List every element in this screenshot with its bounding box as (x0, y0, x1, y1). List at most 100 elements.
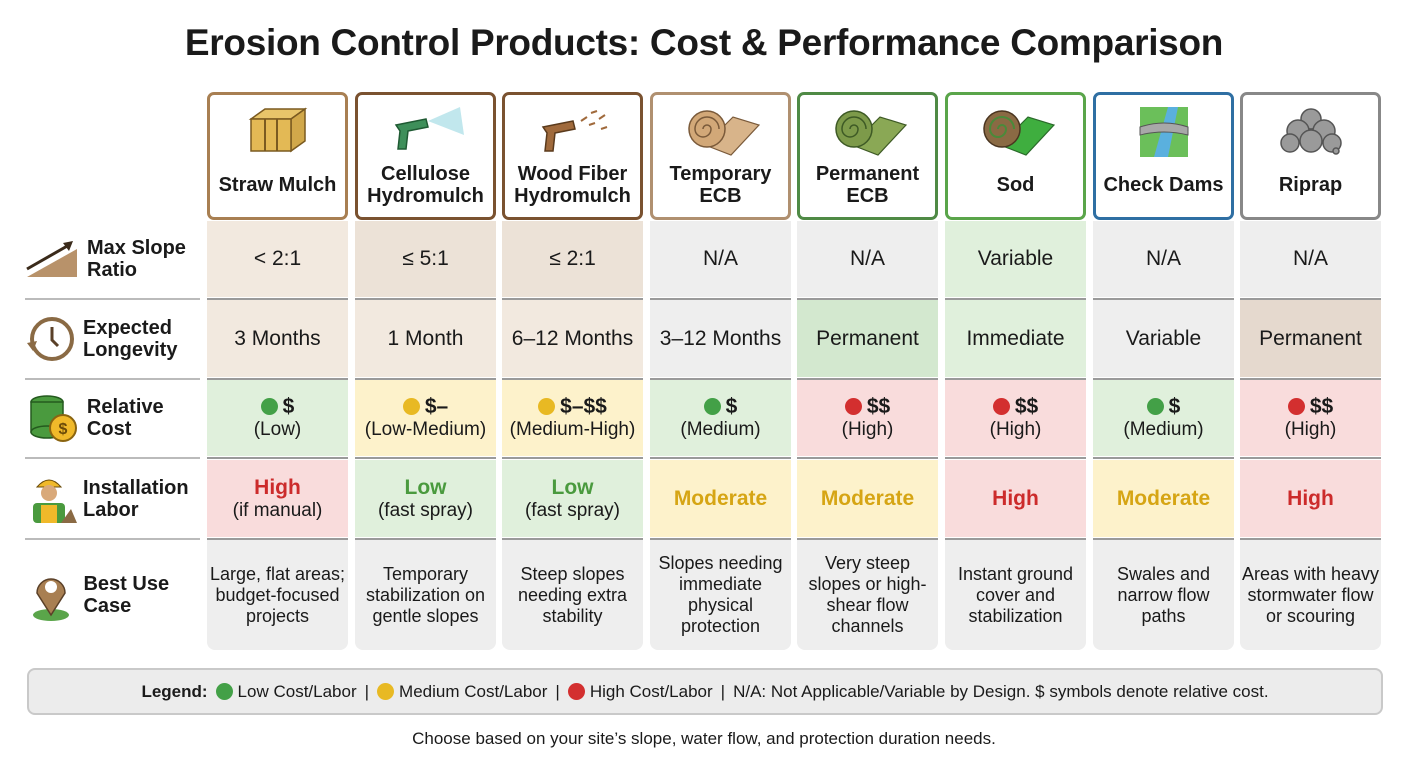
longevity-value: 3–12 Months (659, 326, 782, 350)
labor-value: Moderate (1116, 486, 1211, 510)
table-cell: Steep slopes needing extra stability (502, 540, 643, 650)
legend-title: Legend: (141, 681, 208, 701)
table-cell: N/A (1240, 221, 1381, 297)
blanket-roll-icon (653, 105, 788, 157)
table-cell: Immediate (945, 300, 1086, 377)
product-header-7: Check Dams (1093, 92, 1234, 220)
row-divider (1093, 538, 1234, 540)
product-header-8: Riprap (1240, 92, 1381, 220)
table-cell: Swales and narrow flow paths (1093, 540, 1234, 650)
best-use-value: Instant ground cover and stabilization (957, 563, 1074, 626)
labor-note: (fast spray) (377, 499, 474, 521)
yellow-dot-icon (538, 398, 556, 415)
product-header-1: Straw Mulch (207, 92, 348, 220)
row-divider (797, 457, 938, 459)
row-divider (1093, 298, 1234, 300)
best-use-value: Steep slopes needing extra stability (517, 563, 628, 626)
table-cell: Moderate (797, 460, 938, 537)
cost-note: (Low-Medium) (364, 419, 487, 440)
table-cell: Temporary stabilization on gentle slopes (355, 540, 496, 650)
cost-note: (High) (841, 419, 894, 440)
row-divider (1093, 457, 1234, 459)
table-cell: Large, flat areas; budget-focused projec… (207, 540, 348, 650)
cost-note: (High) (1284, 419, 1337, 440)
labor-note: (fast spray) (524, 499, 621, 521)
product-name: Riprap (1278, 174, 1343, 196)
table-cell: $$ (High) (1240, 380, 1381, 456)
longevity-value: 3 Months (234, 326, 321, 350)
table-cell: Variable (1093, 300, 1234, 377)
table-cell: High (945, 460, 1086, 537)
longevity-value: Variable (1125, 326, 1202, 350)
slope-value: Variable (977, 247, 1054, 270)
table-cell: Variable (945, 221, 1086, 297)
turf-mat-roll-icon (800, 105, 935, 157)
row-divider (797, 378, 938, 380)
product-header-2: Cellulose Hydromulch (355, 92, 496, 220)
row-label-divider (25, 378, 200, 380)
labor-value: High (1287, 486, 1334, 510)
row-label-5: Best Use Case (25, 540, 205, 650)
table-cell: Low (fast spray) (502, 460, 643, 537)
table-cell: ≤ 2:1 (502, 221, 643, 297)
row-label-3: $ Relative Cost (25, 380, 205, 456)
row-label-2: Expected Longevity (25, 300, 205, 377)
table-cell: 3 Months (207, 300, 348, 377)
row-divider (650, 378, 791, 380)
spray-nozzle-icon (358, 105, 493, 157)
longevity-value: Immediate (966, 326, 1065, 350)
slope-value: ≤ 5:1 (402, 247, 449, 270)
worker-icon (25, 471, 77, 527)
row-divider (650, 538, 791, 540)
row-label-1: Max Slope Ratio (25, 221, 205, 297)
row-divider (355, 378, 496, 380)
row-divider (797, 298, 938, 300)
row-divider (945, 457, 1086, 459)
cost-line: $– (402, 395, 449, 419)
product-name: Check Dams (1103, 174, 1224, 196)
row-label-4: Installation Labor (25, 460, 205, 537)
row-divider (945, 378, 1086, 380)
row-label-divider (25, 457, 200, 459)
slope-value: ≤ 2:1 (549, 247, 596, 270)
table-cell: Areas with heavy stormwater flow or scou… (1240, 540, 1381, 650)
spray-nozzle-fiber-icon (505, 105, 640, 157)
cost-symbol: $ (1168, 395, 1181, 418)
table-cell: Permanent (1240, 300, 1381, 377)
best-use-value: Slopes needing immediate physical protec… (658, 553, 783, 636)
row-label-text: Best Use Case (83, 573, 170, 617)
clock-cycle-icon (25, 311, 77, 367)
cost-note: (Medium) (1123, 419, 1204, 440)
table-cell: < 2:1 (207, 221, 348, 297)
cost-line: $–$$ (538, 395, 607, 419)
row-label-text: Installation Labor (83, 476, 189, 521)
table-cell: Permanent (797, 300, 938, 377)
table-cell: $$ (High) (945, 380, 1086, 456)
cost-symbol: $– (424, 395, 449, 418)
cost-note: (Medium-High) (509, 419, 636, 440)
row-divider (1240, 298, 1381, 300)
svg-text:$: $ (59, 421, 68, 438)
labor-value: Low (551, 475, 594, 499)
hay-bale-icon (210, 105, 345, 157)
longevity-value: 6–12 Months (511, 326, 634, 350)
best-use-value: Areas with heavy stormwater flow or scou… (1241, 563, 1380, 626)
row-divider (797, 538, 938, 540)
page-title: Erosion Control Products: Cost & Perform… (184, 22, 1224, 63)
cost-line: $$ (844, 395, 890, 419)
table-cell: Moderate (650, 460, 791, 537)
cost-line: $ (260, 395, 294, 419)
legend-item-low: Low Cost/Labor (237, 681, 357, 701)
cost-line: $ (703, 395, 737, 419)
row-divider (1093, 378, 1234, 380)
best-use-value: Large, flat areas; budget-focused projec… (209, 563, 346, 626)
footer-note: Choose based on your site’s slope, water… (412, 729, 996, 748)
product-header-6: Sod (945, 92, 1086, 220)
product-name: Cellulose Hydromulch (367, 163, 484, 207)
table-cell: $ (Medium) (650, 380, 791, 456)
table-cell: Moderate (1093, 460, 1234, 537)
table-cell: N/A (1093, 221, 1234, 297)
red-dot-icon (1287, 398, 1305, 415)
red-dot-icon (992, 398, 1010, 415)
red-dot-icon (567, 683, 585, 700)
